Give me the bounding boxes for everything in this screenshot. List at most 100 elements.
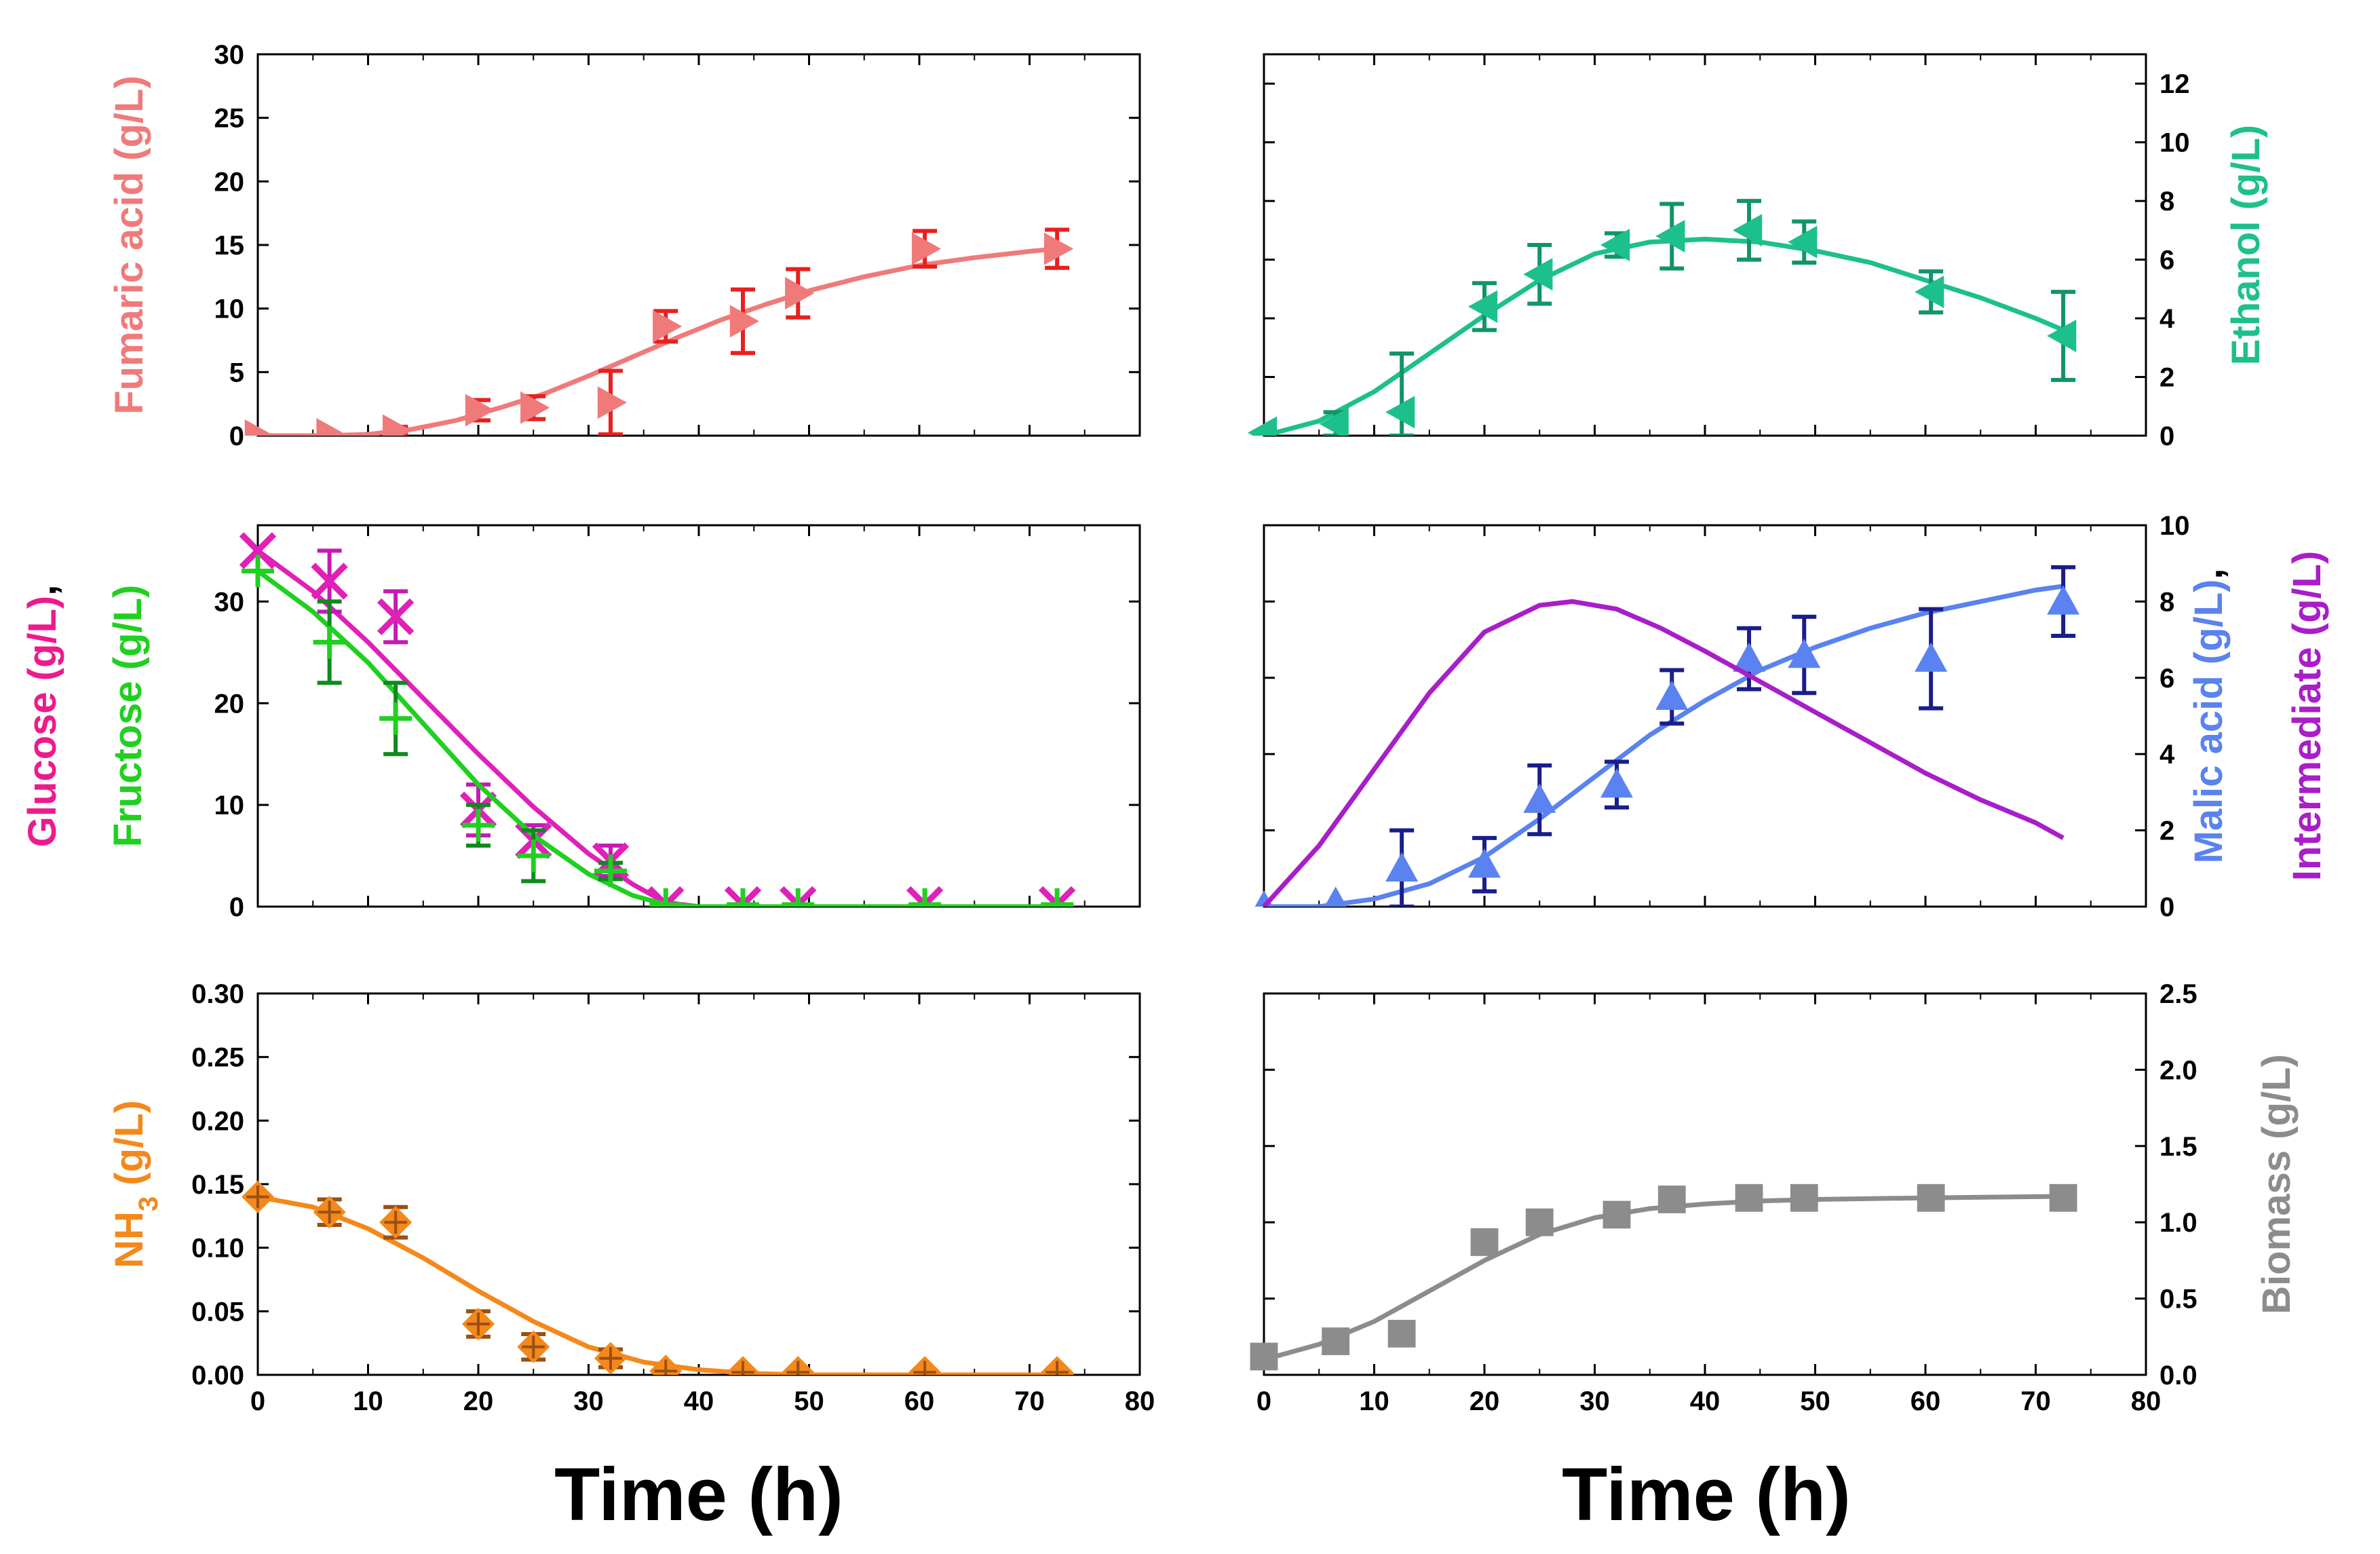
y-tick-label: 0.5: [2160, 1285, 2197, 1314]
y-axis-title-part: ,: [2187, 568, 2231, 579]
data-point: [1468, 290, 1498, 323]
y-tick-label: 4: [2160, 304, 2175, 334]
data-point: [1319, 407, 1349, 436]
data-point: [1655, 680, 1689, 710]
y-tick-label: 6: [2160, 246, 2174, 276]
panel-sugars: 0 10 20 30 Glucose (g/L), Fructose (g/L): [20, 524, 1141, 922]
data-point: [1600, 768, 1633, 798]
data-point-cross: [731, 1361, 754, 1375]
x-tick-label: 0: [250, 1386, 265, 1416]
panel-nh3: 0 10 20 30 40 50 60 70 80 0.00 0.05 0.10 0.15 0.20 0.2…: [107, 979, 1155, 1416]
data-point: [908, 888, 942, 907]
x-tick-label: 60: [1911, 1386, 1941, 1416]
y-tick-label: 0.30: [191, 979, 244, 1009]
data-point: [2047, 585, 2080, 615]
fit-line: [256, 569, 1074, 907]
y-axis-title: NH3 (g/L): [107, 1100, 164, 1268]
data-point-cross: [246, 1185, 269, 1209]
plot-frame: [1263, 992, 2147, 1376]
y-tick-label: 10: [2160, 511, 2190, 541]
data-point: [1322, 1327, 1350, 1355]
y-axis-title-line-1: Glucose (g/L),: [20, 585, 64, 848]
x-tick-label: 80: [1125, 1386, 1155, 1416]
x-tick-label: 10: [353, 1386, 383, 1416]
y-tick-label: 0.00: [191, 1361, 244, 1390]
fit-line: [1264, 584, 2064, 907]
data-point: [1600, 229, 1630, 261]
y-tick-label: 0.20: [191, 1106, 244, 1136]
y-tick-label: 2.5: [2160, 979, 2197, 1009]
plot-frame: [256, 53, 1141, 437]
data-point: [1523, 258, 1553, 291]
data-point: [1324, 886, 1347, 907]
y-tick-label: 8: [2160, 187, 2174, 216]
data-point: [729, 305, 759, 338]
y-axis-title-part: NH: [107, 1211, 151, 1268]
fit-line: [1262, 599, 2065, 907]
data-point: [785, 277, 815, 310]
x-tick-label: 20: [463, 1386, 494, 1416]
data-point: [244, 419, 274, 436]
y-tick-label: 25: [214, 104, 245, 134]
data-point: [311, 563, 348, 600]
x-tick-label: 40: [684, 1386, 714, 1416]
data-point: [462, 809, 495, 842]
data-point-cross: [1045, 1361, 1069, 1375]
y-tick-label: 0.0: [2160, 1361, 2197, 1390]
data-point: [1250, 1342, 1278, 1371]
data-point: [520, 391, 550, 424]
data-point: [1041, 888, 1074, 907]
data-point: [649, 888, 683, 907]
y-tick-label: 1.5: [2160, 1132, 2197, 1162]
data-point: [379, 702, 412, 735]
y-tick-label: 20: [214, 167, 245, 197]
series-biomass: [1250, 1183, 2077, 1371]
y-tick-label: 30: [214, 587, 245, 617]
data-point-cross: [318, 1200, 341, 1224]
y-tick-label: 0: [2160, 421, 2174, 451]
data-point: [653, 309, 683, 343]
series-fructose: [242, 554, 1074, 907]
x-tick-label: 50: [1800, 1386, 1830, 1416]
y-tick-label: 4: [2160, 740, 2175, 770]
y-tick-label: 10: [214, 791, 245, 820]
y-tick-label: 1.0: [2160, 1208, 2197, 1238]
y-tick-label: 8: [2160, 587, 2174, 617]
y-tick-label: 10: [2160, 128, 2190, 158]
data-point: [1248, 416, 1278, 436]
y-axis-title: Ethanol (g/L): [2224, 125, 2268, 365]
y-axis-title-part: Glucose (g/L): [20, 596, 64, 848]
y-tick-label: 0: [2160, 892, 2174, 922]
data-point-cross: [384, 1211, 407, 1234]
data-point: [1915, 642, 1948, 672]
data-point: [1790, 1183, 1818, 1212]
x-tick-label: 60: [904, 1386, 935, 1416]
data-point: [1788, 225, 1818, 259]
y-tick-label: 20: [214, 689, 245, 719]
y-tick-label: 30: [214, 40, 245, 70]
series-glucose: [239, 532, 1076, 907]
x-tick-label: 70: [1014, 1386, 1045, 1416]
data-point: [1387, 1319, 1416, 1348]
data-point-cross: [522, 1335, 545, 1359]
y-tick-label: 2.0: [2160, 1055, 2197, 1085]
data-point: [1917, 1183, 1945, 1212]
x-axis-title-left: Time (h): [554, 1453, 843, 1536]
y-axis-title-line-2: Fructose (g/L): [106, 585, 150, 848]
plot-frame: [256, 992, 1141, 1376]
data-point: [1735, 1183, 1763, 1212]
plot-frame: [256, 524, 1141, 908]
data-point: [316, 418, 346, 436]
x-tick-label: 70: [2020, 1386, 2051, 1416]
data-point-cross: [913, 1361, 936, 1375]
data-point: [1733, 642, 1765, 672]
series-ethanol: [1248, 199, 2077, 436]
data-point: [239, 532, 277, 569]
data-point: [1523, 783, 1556, 813]
y-tick-label: 12: [2160, 69, 2190, 99]
y-axis-title-part: (g/L): [107, 1100, 151, 1196]
data-point: [1468, 848, 1501, 878]
y-tick-label: 0: [229, 892, 244, 922]
x-tick-label: 80: [2131, 1386, 2162, 1416]
x-tick-label: 30: [1579, 1386, 1610, 1416]
